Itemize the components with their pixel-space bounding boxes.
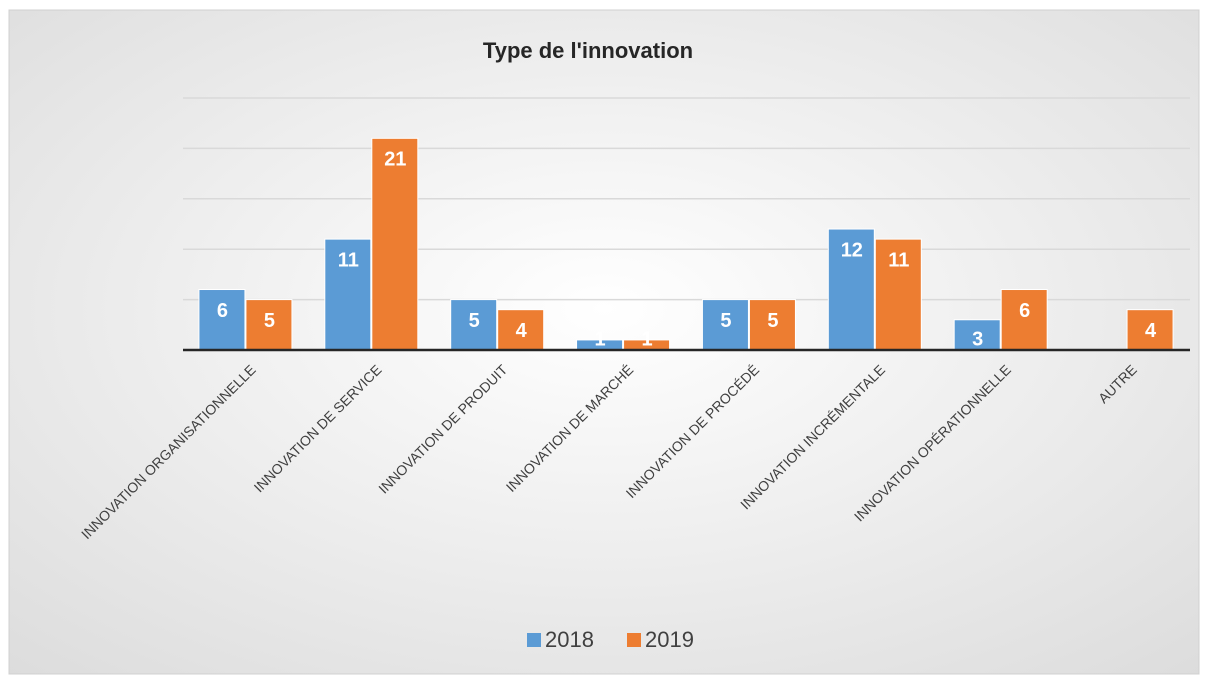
bar bbox=[324, 238, 372, 351]
data-label: 11 bbox=[888, 249, 909, 271]
legend-swatch bbox=[627, 633, 641, 647]
data-label: 1 bbox=[595, 328, 606, 350]
bar bbox=[827, 228, 875, 351]
data-label: 6 bbox=[1019, 300, 1030, 322]
data-label: 4 bbox=[1145, 320, 1157, 342]
data-label: 4 bbox=[516, 320, 528, 342]
bar bbox=[953, 319, 1001, 351]
bar bbox=[748, 299, 796, 351]
data-label: 1 bbox=[642, 328, 653, 350]
data-label: 5 bbox=[767, 310, 778, 332]
bar bbox=[1000, 289, 1048, 351]
bar bbox=[874, 238, 922, 351]
data-label: 12 bbox=[841, 239, 863, 261]
data-label: 5 bbox=[264, 310, 275, 332]
data-label: 6 bbox=[217, 300, 228, 322]
data-label: 21 bbox=[384, 149, 406, 171]
data-label: 5 bbox=[469, 310, 480, 332]
legend-label: 2018 bbox=[545, 627, 594, 652]
legend-swatch bbox=[527, 633, 541, 647]
legend-label: 2019 bbox=[645, 627, 694, 652]
chart-title: Type de l'innovation bbox=[483, 38, 693, 63]
bar bbox=[701, 299, 749, 351]
data-label: 11 bbox=[338, 249, 359, 271]
data-label: 5 bbox=[720, 310, 731, 332]
bar bbox=[1126, 309, 1174, 351]
data-label: 3 bbox=[972, 328, 983, 350]
